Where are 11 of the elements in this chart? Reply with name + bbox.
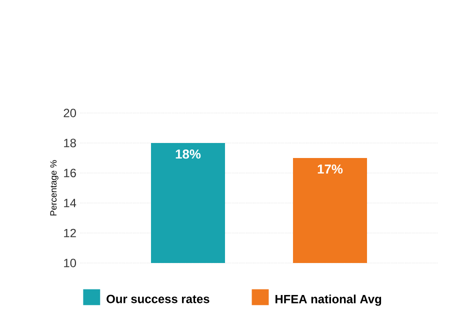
y-tick-label: 20 xyxy=(64,108,76,118)
legend-label: HFEA national Avg xyxy=(276,294,382,306)
y-tick-label: 16 xyxy=(64,168,76,178)
y-tick-label: 12 xyxy=(64,228,76,238)
data-label: 18% xyxy=(176,150,201,159)
legend-label: Our success rates xyxy=(106,294,210,304)
y-tick-label: 10 xyxy=(64,258,76,268)
y-tick-label: 18 xyxy=(64,138,76,148)
y-axis-title: Percentage % xyxy=(50,160,58,216)
data-label: 17% xyxy=(318,164,343,174)
y-tick-label: 14 xyxy=(64,198,76,208)
